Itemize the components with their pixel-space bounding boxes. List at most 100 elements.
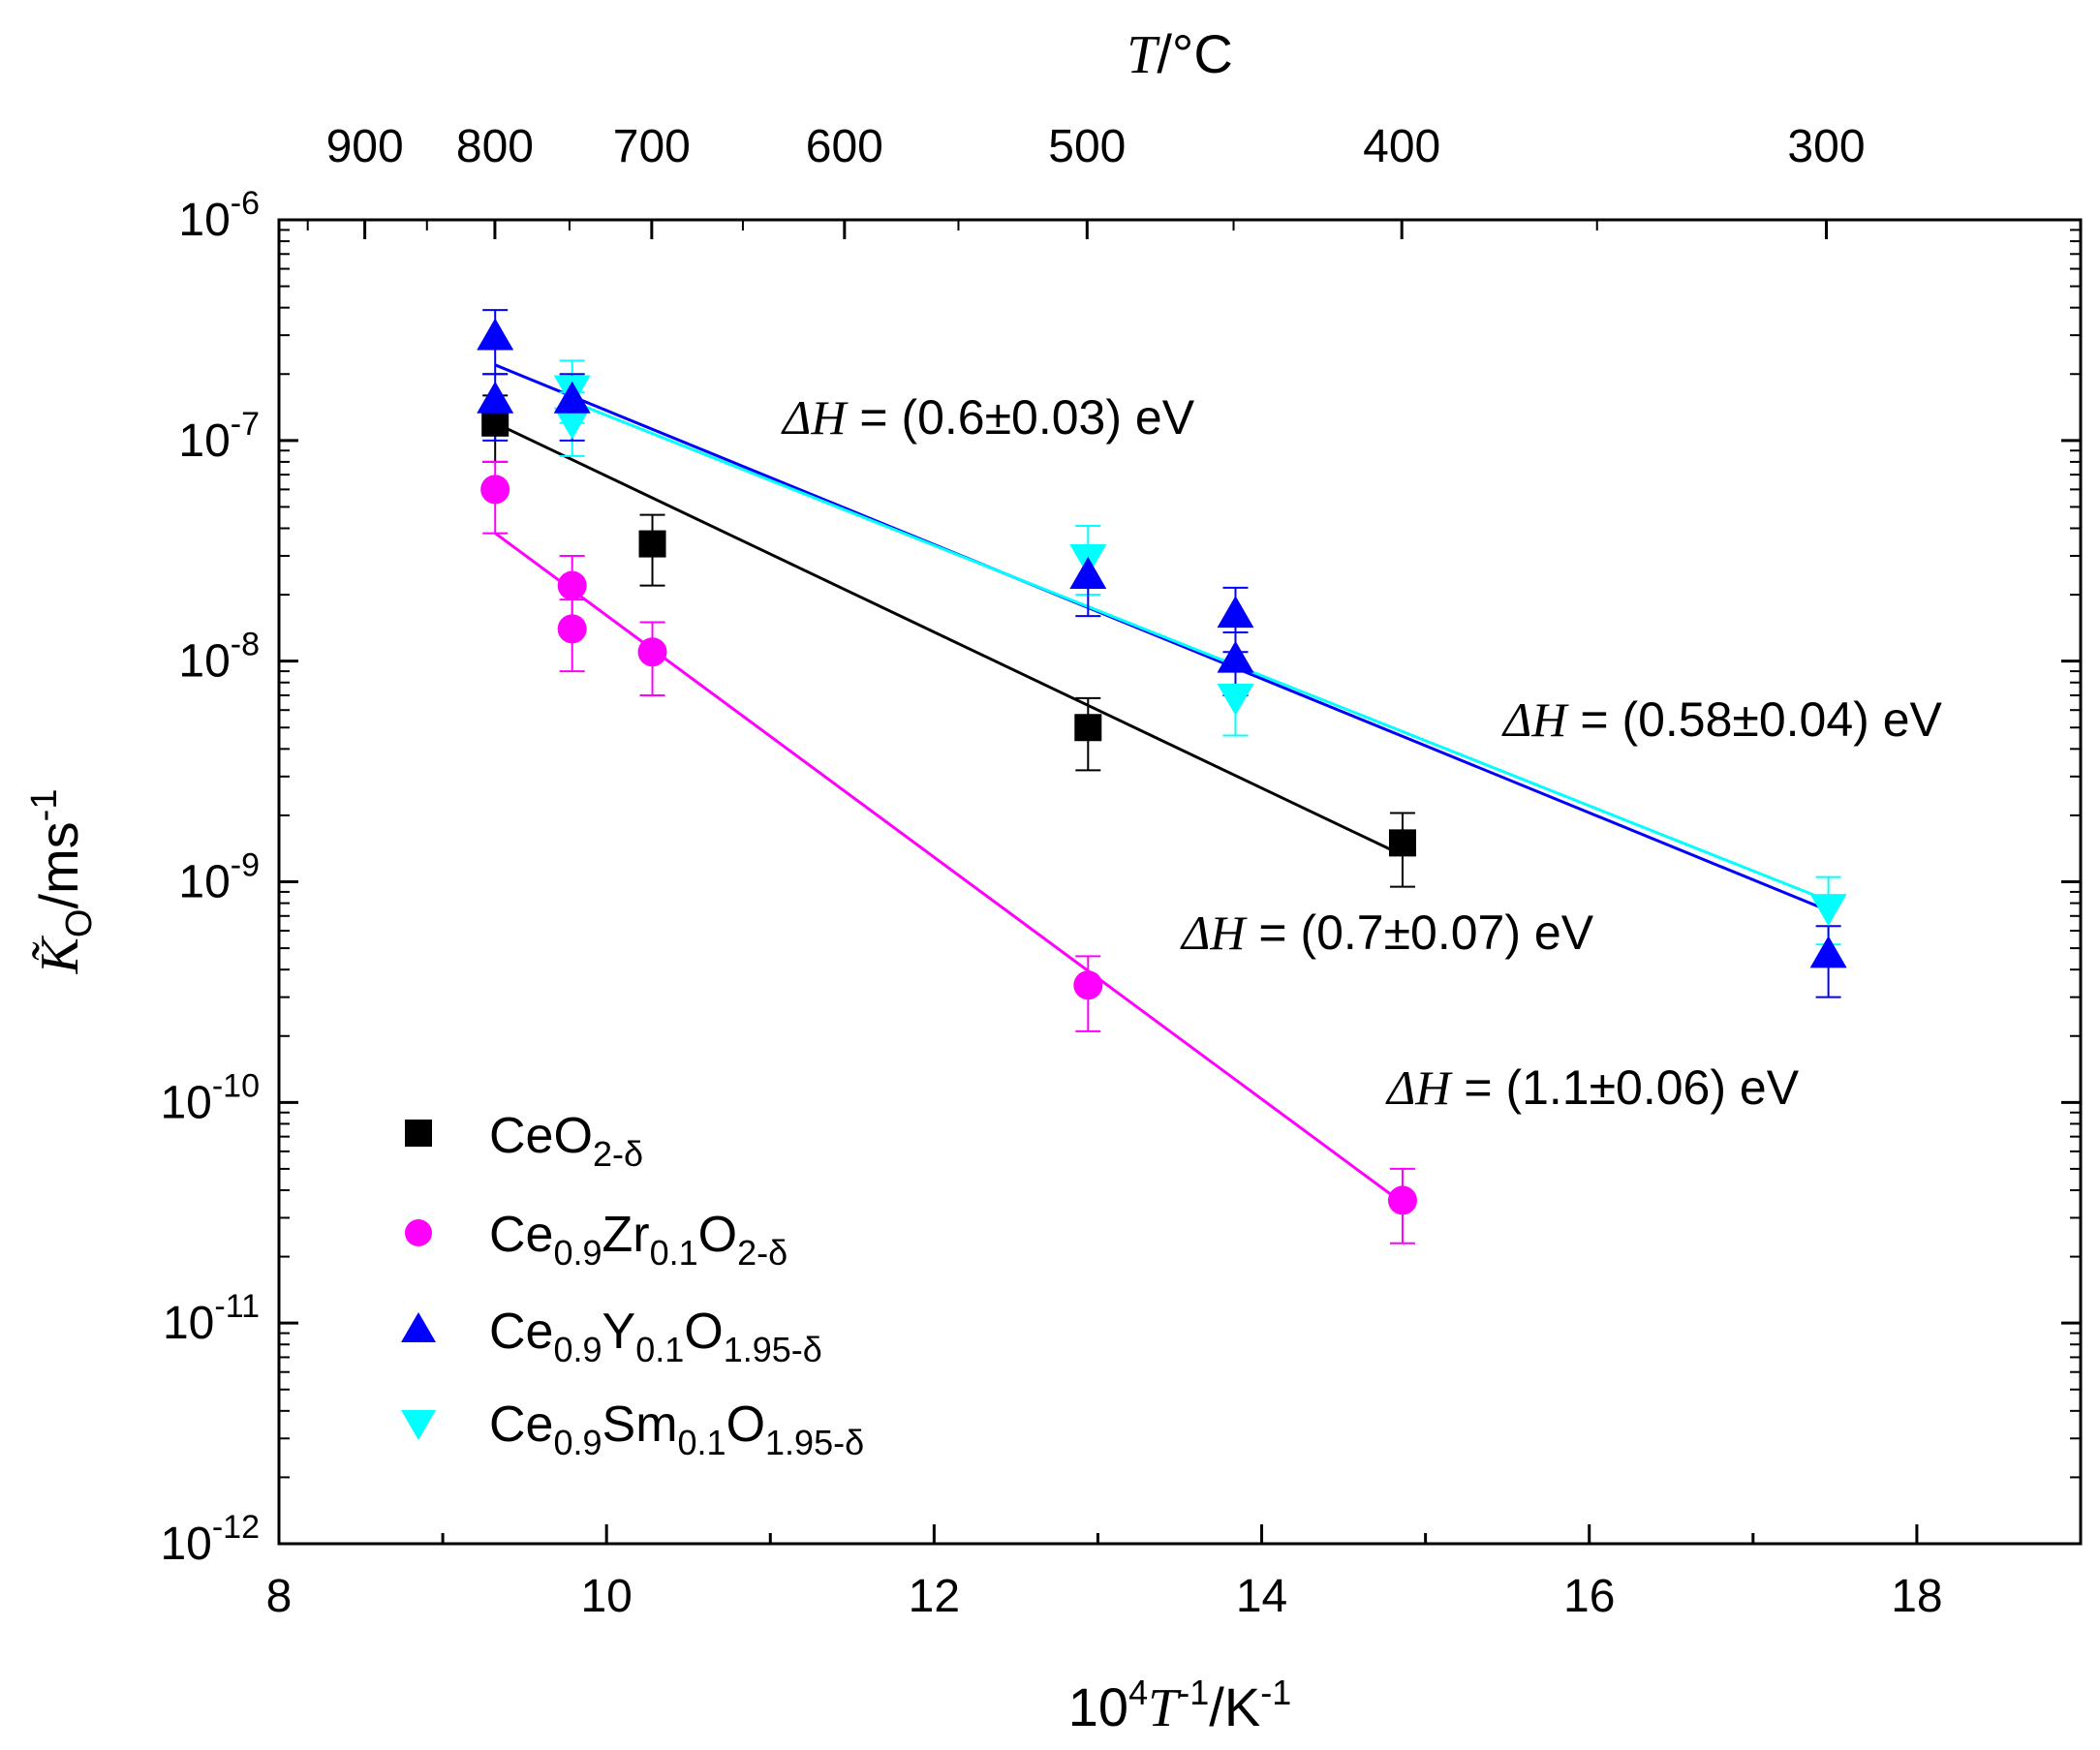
annotation-zr-doped-text: = (1.1±0.06) eV (1450, 1060, 1799, 1115)
y-axis-title-unit: /ms (28, 821, 89, 908)
x-axis-title-unit: /K (1209, 1676, 1260, 1737)
top-tick-label: 500 (1048, 121, 1126, 172)
fit-line (494, 421, 1404, 857)
data-point-circle (1073, 970, 1103, 1000)
legend-label-y: Ce0.9Y0.1O1.95-δ (489, 1304, 822, 1369)
axis-ticks: 8 10 12 14 16 1810-1210-1110-1010-910-810-710… (160, 121, 2083, 1622)
fit-line (494, 532, 1404, 1205)
annotation-sm-doped-text: = (0.58±0.04) eV (1566, 692, 1942, 747)
annotation-zr-doped-var: ΔH (1385, 1060, 1453, 1115)
top-tick-label: 800 (456, 121, 534, 172)
legend-y-o: O (684, 1304, 723, 1360)
data-point-triangle-up (1809, 936, 1847, 968)
data-point-triangle-up (1069, 557, 1107, 590)
x-tick-label: 16 (1563, 1571, 1615, 1622)
data-point-triangle-up (477, 318, 514, 351)
legend-sm-sub1: 0.9 (553, 1423, 602, 1462)
fit-line (571, 400, 1830, 903)
legend-zr-ce: Ce (489, 1207, 553, 1263)
y-tick-label: 10-8 (178, 627, 260, 688)
data-point-circle (1387, 1185, 1417, 1215)
annotation-ceo2-text: = (0.7±0.07) eV (1245, 906, 1593, 960)
x-tick-label: 12 (909, 1571, 960, 1622)
data-point-circle (557, 614, 587, 644)
legend-sm-ce: Ce (489, 1397, 553, 1453)
y-tick-label-base: 10 (163, 1298, 214, 1349)
legend: CeO2-δ Ce0.9Zr0.1O2-δ Ce0.9Y0.1O1.95-δ C… (401, 1108, 864, 1462)
y-tick-label-base: 10 (178, 636, 230, 688)
x-axis-title-var: T (1148, 1678, 1182, 1738)
legend-label-sm: Ce0.9Sm0.1O1.95-δ (489, 1397, 864, 1462)
data-point-square (481, 409, 510, 437)
fit-line (494, 363, 1830, 912)
x-axis-title-exp1: 4 (1128, 1673, 1148, 1712)
y-tick-label-exp: -12 (212, 1509, 260, 1546)
legend-label-ceo2: CeO2-δ (489, 1108, 643, 1174)
legend-label-zr: Ce0.9Zr0.1O2-δ (489, 1207, 788, 1273)
data-point-triangle-up (1217, 596, 1254, 629)
annotation-ceo2: ΔH = (0.7±0.07) eV (1180, 906, 1594, 960)
legend-y-ce: Ce (489, 1304, 553, 1360)
annotation-sm-doped-var: ΔH (1501, 692, 1569, 747)
y-tick-label: 10-7 (178, 406, 260, 467)
data-point-square (1074, 714, 1102, 742)
y-tick-label: 10-10 (160, 1067, 260, 1128)
legend-marker-y (401, 1312, 436, 1342)
data-point-circle (637, 637, 667, 667)
top-tick-label: 600 (806, 121, 883, 172)
legend-y-sub1: 0.9 (553, 1330, 602, 1369)
data-point-triangle-up (553, 381, 591, 414)
legend-ceo2-ce: Ce (489, 1108, 553, 1164)
data-point-square (638, 530, 666, 558)
y-tick-label: 10-12 (160, 1509, 260, 1570)
legend-marker-zr (405, 1219, 432, 1246)
legend-marker-sm (401, 1410, 436, 1440)
x-axis-title-exp2: -1 (1178, 1673, 1209, 1712)
y-tick-label-exp: -7 (231, 406, 260, 443)
y-tick-label-base: 10 (178, 195, 230, 246)
x-tick-label: 14 (1236, 1571, 1287, 1622)
annotation-y-doped-var: ΔH (781, 390, 849, 445)
data-point-triangle-up (477, 381, 514, 414)
top-tick-label: 400 (1363, 121, 1440, 172)
y-tick-label-base: 10 (160, 1519, 211, 1570)
y-axis-title-exp: -1 (24, 789, 65, 822)
legend-sm-o: O (726, 1397, 765, 1453)
y-axis-title-sub: O (59, 909, 100, 938)
y-axis-title: K̃O/ms-1 (24, 789, 100, 975)
legend-ceo2-o: O (553, 1108, 592, 1164)
top-axis-title-var: T (1127, 25, 1160, 85)
legend-zr-sub3: 2-δ (737, 1233, 788, 1273)
legend-y-sub3: 1.95-δ (724, 1330, 822, 1369)
legend-zr-o: O (698, 1207, 737, 1263)
y-tick-label-base: 10 (178, 857, 230, 908)
legend-sm-sub2: 0.1 (678, 1423, 726, 1462)
x-tick-label: 8 (266, 1571, 293, 1622)
y-tick-label-exp: -6 (231, 185, 260, 222)
legend-sm-sm: Sm (602, 1397, 678, 1453)
data-point-circle (557, 570, 587, 600)
data-point-triangle-up (1217, 640, 1254, 673)
x-axis-title-base: 10 (1068, 1676, 1128, 1737)
top-tick-label: 900 (326, 121, 404, 172)
x-tick-label: 18 (1891, 1571, 1942, 1622)
y-tick-label: 10-9 (178, 847, 260, 908)
y-tick-label-base: 10 (160, 1077, 211, 1128)
legend-marker-ceo2 (405, 1120, 432, 1147)
y-tick-label: 10-6 (178, 185, 260, 246)
annotation-y-doped-text: = (0.6±0.03) eV (846, 390, 1194, 445)
legend-ceo2-sub: 2-δ (593, 1134, 643, 1174)
legend-zr-sub1: 0.9 (553, 1233, 602, 1273)
y-tick-label-exp: -10 (212, 1067, 260, 1104)
annotation-sm-doped: ΔH = (0.58±0.04) eV (1501, 692, 1943, 747)
data-point-triangle-down (1809, 894, 1847, 927)
top-tick-label: 700 (613, 121, 691, 172)
legend-y-sub2: 0.1 (635, 1330, 684, 1369)
y-tick-label-exp: -8 (231, 627, 260, 663)
y-tick-label-base: 10 (178, 415, 230, 467)
data-markers (477, 318, 1847, 1215)
y-tick-label: 10-11 (163, 1288, 260, 1349)
data-point-triangle-down (1217, 683, 1254, 716)
top-axis-title-unit: /°C (1157, 23, 1232, 84)
